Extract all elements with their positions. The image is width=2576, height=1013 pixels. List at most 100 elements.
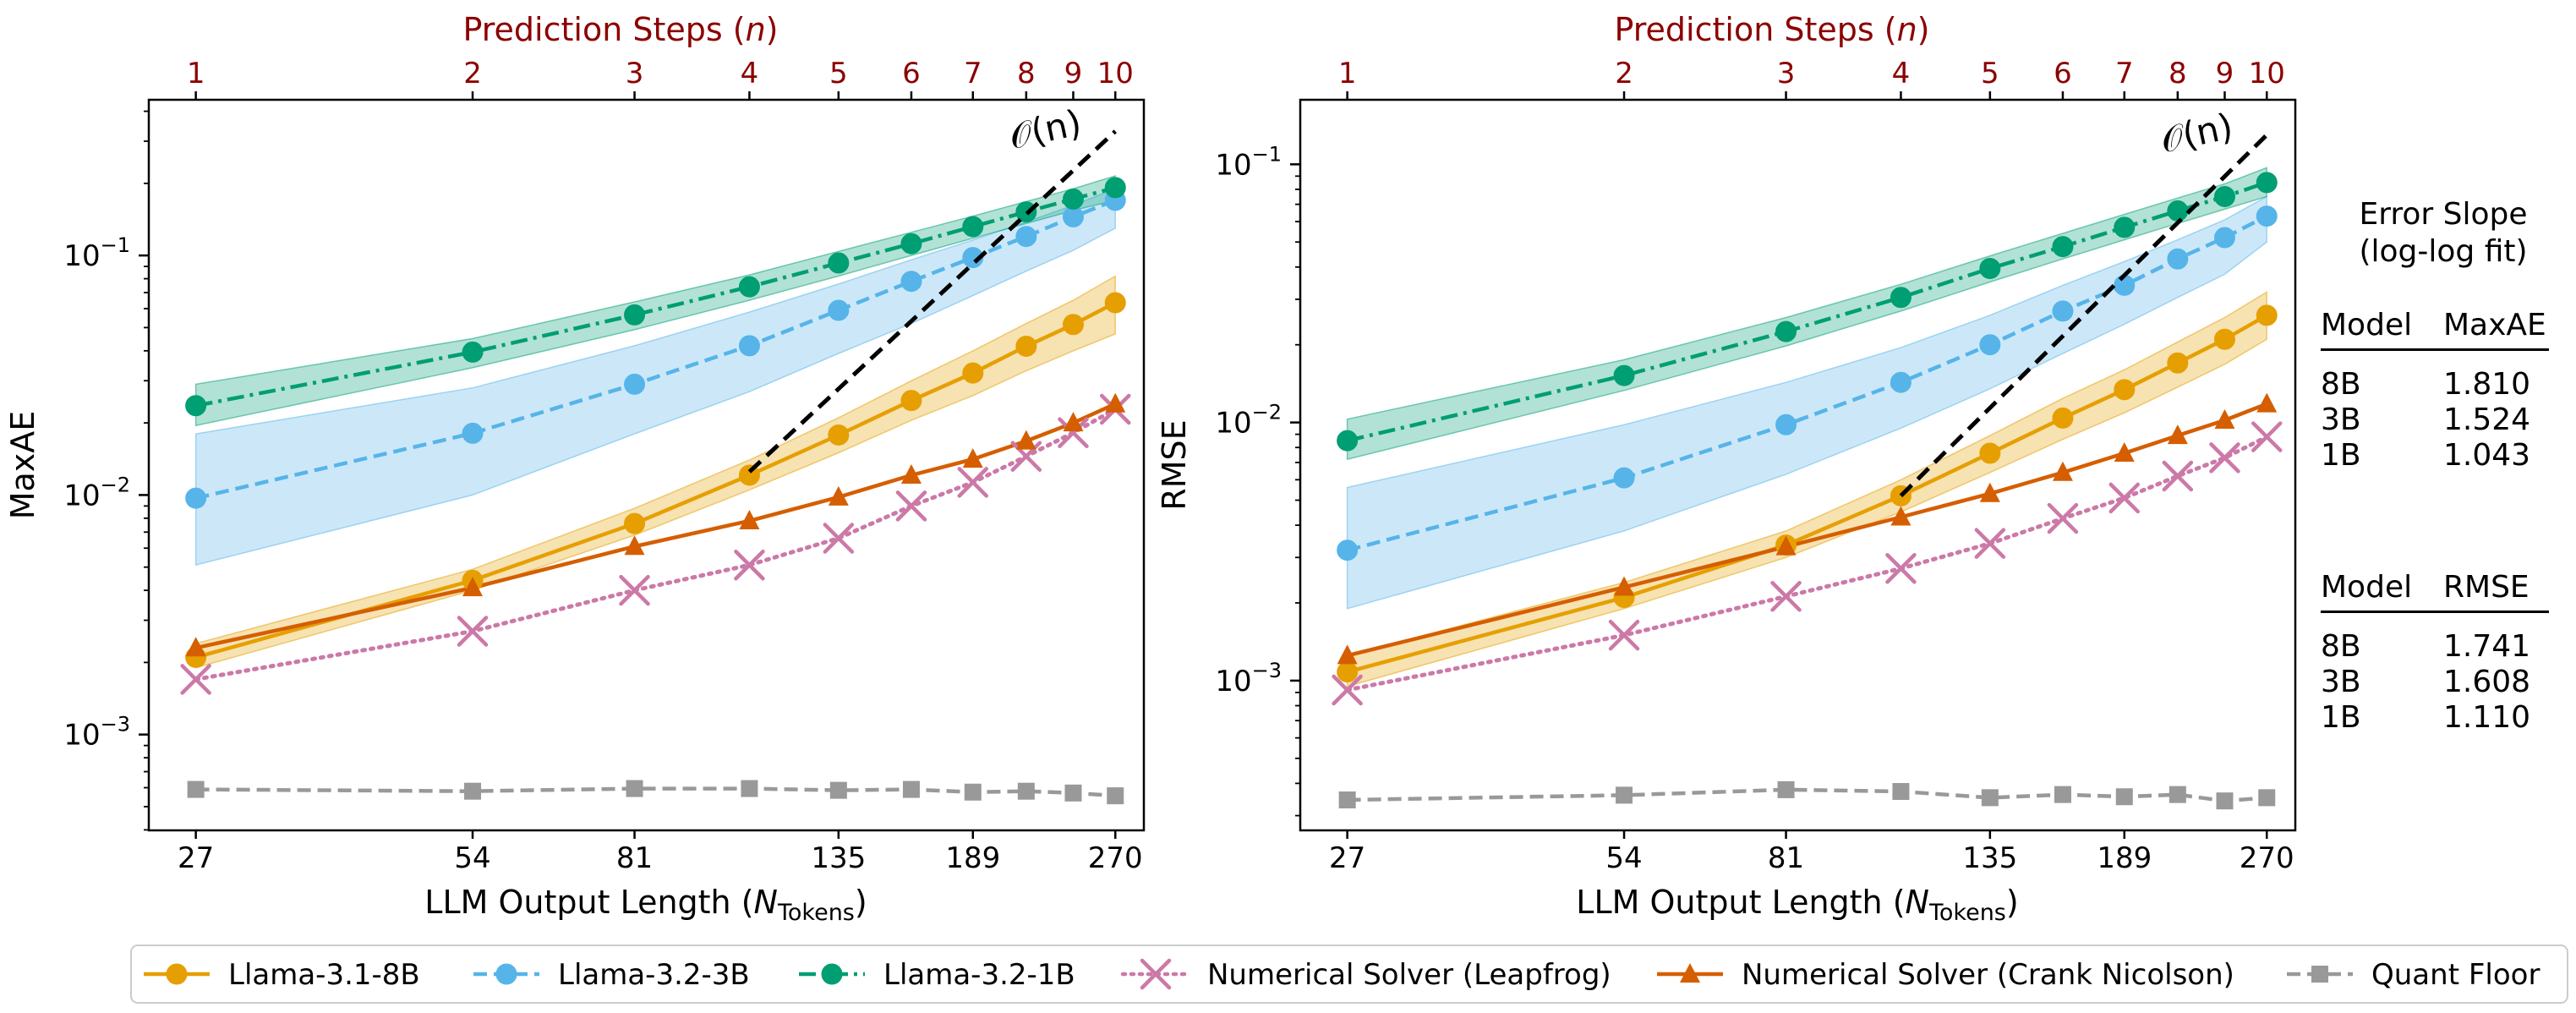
- maxae-top-tick-label: 8: [1017, 57, 1036, 90]
- maxae-point-llama-3-2-3b: [962, 247, 984, 269]
- maxae-point-quant-floor: [464, 782, 482, 800]
- maxae-line-llama-3-1-8b: [194, 301, 1117, 660]
- maxae-x-tick-label: 270: [1088, 841, 1143, 875]
- rmse-point-llama-3-2-1b: [1775, 320, 1797, 342]
- maxae-y-tick-label: 10−1: [63, 233, 130, 273]
- maxae-top-tick-label: 1: [187, 57, 205, 90]
- maxae-plot-frame: [147, 98, 1146, 832]
- rmse-point-llama-3-1-8b: [2114, 379, 2136, 401]
- rmse-point-llama-3-1-8b: [1337, 661, 1359, 683]
- legend: Llama-3.1-8B Llama-3.2-3B Llama-3.2-1B Nume…: [144, 958, 2540, 992]
- legend-label: Llama-3.1-8B: [228, 958, 420, 992]
- legend-item-numerical-solver-crank-nicolson: Numerical Solver (Crank Nicolson): [1657, 958, 2234, 992]
- maxae-point-quant-floor: [741, 780, 758, 797]
- legend-marker: [1140, 958, 1172, 990]
- table-cell-value: 1.524: [2443, 402, 2531, 437]
- rmse-point-numerical-solver-leapfrog: [1332, 674, 1363, 706]
- maxae-point-llama-3-1-8b: [1062, 314, 1084, 336]
- maxae-point-llama-3-2-1b: [962, 216, 984, 238]
- maxae-point-numerical-solver-crank-nicolson: [739, 509, 760, 529]
- rmse-line-llama-3-2-1b: [1347, 180, 2267, 443]
- rmse-point-quant-floor: [1981, 789, 1999, 807]
- table-row: 8B 1.810: [2321, 366, 2562, 402]
- legend-marker: [2311, 966, 2328, 983]
- rmse-point-numerical-solver-leapfrog: [1974, 528, 2006, 559]
- maxae-point-quant-floor: [1017, 782, 1035, 800]
- table-row: 3B 1.608: [2321, 664, 2562, 699]
- maxae-x-tick-label: 189: [945, 841, 1000, 875]
- rmse-point-llama-3-2-1b: [1613, 364, 1635, 386]
- maxae-panel: 𝒪(n) 27 54 81 135 189 270 1 2 3 4 5 6 7 8 9 10 10−3 10−2 1…: [63, 57, 1146, 875]
- maxae-top-tick-label: 3: [626, 57, 644, 90]
- table-header-col2: MaxAE: [2443, 307, 2546, 342]
- legend-marker: [821, 963, 843, 985]
- maxae-point-quant-floor: [829, 781, 847, 799]
- legend-label: Numerical Solver (Crank Nicolson): [1742, 958, 2234, 992]
- rmse-point-numerical-solver-crank-nicolson: [2114, 442, 2135, 463]
- maxae-point-numerical-solver-leapfrog: [895, 490, 927, 522]
- rmse-point-numerical-solver-crank-nicolson: [1775, 535, 1797, 556]
- rmse-point-numerical-solver-crank-nicolson: [1890, 506, 1911, 526]
- table-header-col1: Model: [2321, 307, 2413, 342]
- rmse-line-numerical-solver-crank-nicolson: [1347, 402, 2268, 658]
- table-cell-value: 1.741: [2443, 628, 2531, 664]
- rmse-top-tick-label: 10: [2249, 57, 2285, 90]
- legend-marker: [166, 963, 188, 985]
- maxae-point-quant-floor: [964, 783, 982, 801]
- maxae-point-llama-3-1-8b: [900, 390, 922, 412]
- rmse-x-tick-label: 189: [2097, 841, 2152, 875]
- table-rule: [2321, 348, 2549, 351]
- rmse-top-tick-label: 7: [2115, 57, 2134, 90]
- maxae-series-markers: 𝒪(n): [180, 101, 1131, 805]
- rmse-plot-frame: [1299, 98, 2297, 832]
- maxae-top-tick-label: 10: [1097, 57, 1134, 90]
- legend-label: Numerical Solver (Leapfrog): [1207, 958, 1611, 992]
- table-row: 1B 1.110: [2321, 699, 2562, 735]
- rmse-point-llama-3-2-3b: [2256, 205, 2278, 227]
- rmse-point-llama-3-2-3b: [2052, 300, 2074, 322]
- maxae-point-llama-3-1-8b: [1104, 292, 1126, 314]
- maxae-point-llama-3-2-1b: [624, 304, 646, 326]
- rmse-line-numerical-solver-leapfrog: [1345, 435, 2269, 693]
- maxae-point-llama-3-1-8b: [738, 464, 760, 486]
- rmse-point-llama-3-2-3b: [1775, 413, 1797, 435]
- legend-item-llama-3-2-3b: Llama-3.2-3B: [473, 958, 750, 992]
- legend-item-llama-3-2-1b: Llama-3.2-1B: [799, 958, 1075, 992]
- maxae-point-llama-3-2-3b: [462, 422, 484, 444]
- rmse-point-llama-3-2-1b: [2256, 172, 2278, 194]
- maxae-x-axis-label: LLM Output Length (NTokens): [424, 884, 867, 926]
- rmse-point-numerical-solver-leapfrog: [1885, 553, 1917, 584]
- rmse-line-quant-floor: [1347, 787, 2267, 803]
- rmse-point-llama-3-2-1b: [1337, 430, 1359, 452]
- rmse-point-llama-3-1-8b: [2256, 304, 2278, 326]
- table-row: 8B 1.741: [2321, 628, 2562, 664]
- maxae-y-tick-label: 10−2: [63, 473, 130, 512]
- maxae-top-tick-label: 5: [829, 57, 848, 90]
- maxae-line-numerical-solver-leapfrog: [194, 407, 1118, 682]
- rmse-point-llama-3-2-1b: [1890, 287, 1911, 309]
- maxae-reference-label: 𝒪(n): [1005, 101, 1085, 157]
- rmse-y-axis-label: RMSE: [1156, 419, 1193, 510]
- rmse-panel: 𝒪(n) 27 54 81 135 189 270 1 2 3 4 5 6 7 8 9 10 10−3 10−2 1…: [1215, 57, 2297, 875]
- rmse-point-quant-floor: [2169, 786, 2186, 803]
- table-row: 1B 1.043: [2321, 437, 2562, 473]
- rmse-x-tick-label: 54: [1605, 841, 1642, 875]
- rmse-point-numerical-solver-crank-nicolson: [1614, 576, 1635, 596]
- rmse-point-llama-3-1-8b: [2167, 352, 2189, 374]
- table-cell-value: 1.043: [2443, 437, 2531, 473]
- maxae-point-llama-3-2-1b: [738, 276, 760, 298]
- rmse-x-tick-label: 270: [2240, 841, 2294, 875]
- rmse-top-tick-label: 9: [2216, 57, 2234, 90]
- maxae-point-llama-3-2-3b: [1062, 205, 1084, 227]
- rmse-top-tick-label: 2: [1615, 57, 1633, 90]
- rmse-series-lines: [1345, 180, 2269, 803]
- table-cell-model: 1B: [2321, 437, 2361, 473]
- table-cell-model: 3B: [2321, 402, 2361, 437]
- maxae-point-numerical-solver-leapfrog: [457, 616, 489, 647]
- rmse-series-markers: 𝒪(n): [1332, 105, 2283, 810]
- rmse-x-tick-label: 27: [1329, 841, 1365, 875]
- maxae-point-numerical-solver-crank-nicolson: [900, 463, 922, 484]
- maxae-point-llama-3-2-3b: [738, 335, 760, 357]
- rmse-top-tick-label: 6: [2054, 57, 2072, 90]
- maxae-top-tick-label: 7: [964, 57, 982, 90]
